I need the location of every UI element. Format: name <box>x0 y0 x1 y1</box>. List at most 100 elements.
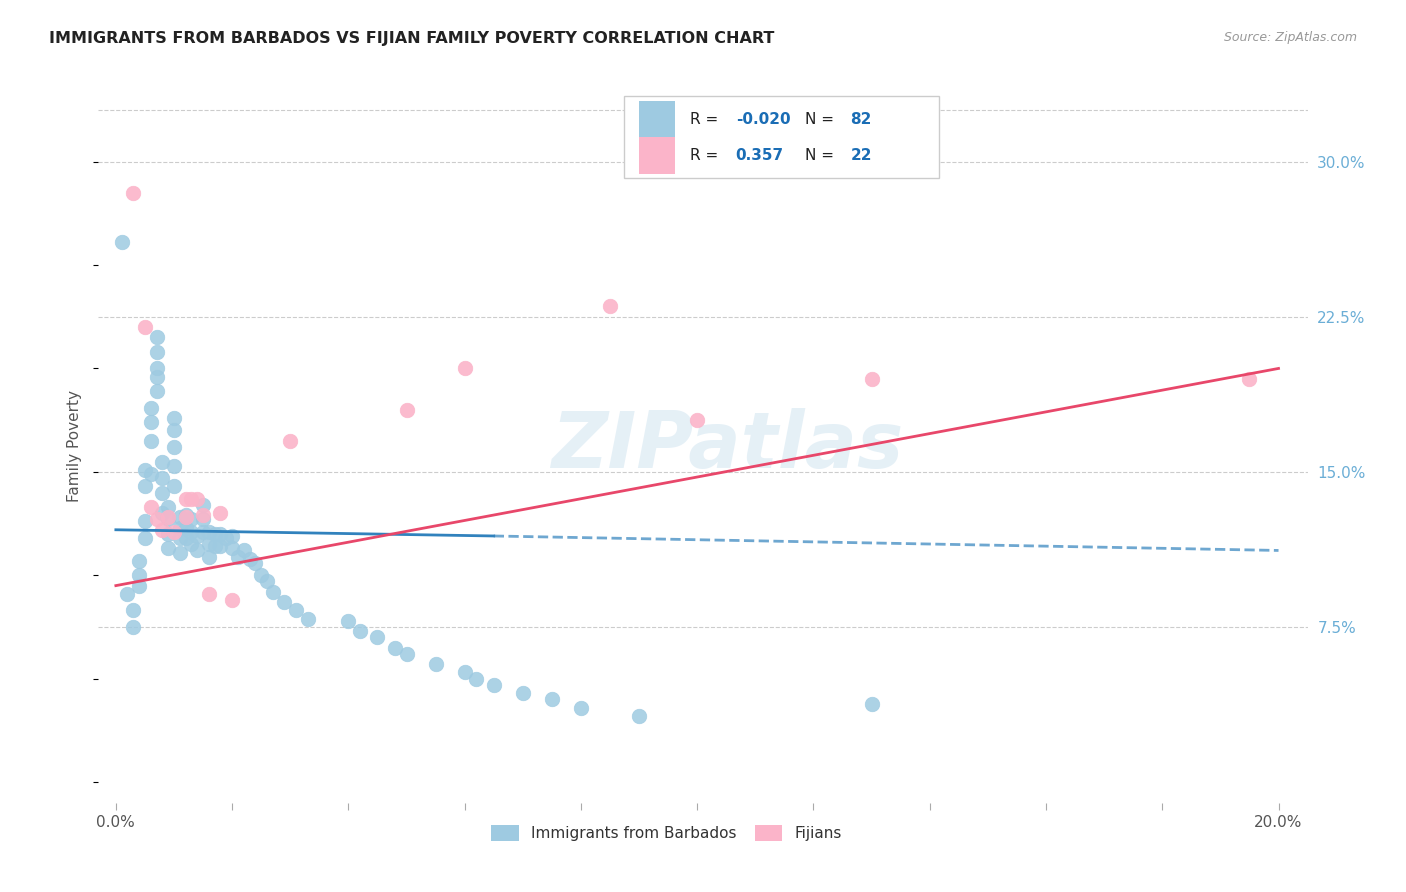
Point <box>157 512 180 526</box>
Point <box>134 531 156 545</box>
Point <box>256 574 278 589</box>
Point <box>180 491 202 506</box>
Text: 82: 82 <box>851 112 872 127</box>
Point <box>163 458 186 473</box>
Point <box>1239 372 1261 386</box>
Point <box>180 512 202 526</box>
Point <box>128 579 150 593</box>
Point <box>145 512 167 526</box>
Point <box>204 539 226 553</box>
Point <box>128 568 150 582</box>
Point <box>145 369 167 384</box>
Point <box>157 527 180 541</box>
Point <box>250 568 273 582</box>
Point <box>512 686 534 700</box>
Point <box>180 524 202 539</box>
Point <box>150 471 173 485</box>
Point <box>139 467 162 481</box>
Point <box>860 697 883 711</box>
Point <box>174 531 197 545</box>
Point <box>198 524 221 539</box>
Point <box>482 678 505 692</box>
Point <box>174 510 197 524</box>
Point <box>384 640 406 655</box>
Point <box>128 554 150 568</box>
Point <box>163 479 186 493</box>
Point <box>465 672 488 686</box>
Point <box>163 411 186 425</box>
Point <box>169 521 191 535</box>
Point <box>221 541 243 556</box>
Point <box>191 524 214 539</box>
Point <box>628 709 651 723</box>
Point <box>860 372 883 386</box>
Point <box>221 529 243 543</box>
Point <box>366 630 388 644</box>
Point <box>157 510 180 524</box>
Text: ZIPatlas: ZIPatlas <box>551 408 903 484</box>
Text: 22: 22 <box>851 148 872 163</box>
Point <box>180 537 202 551</box>
Point <box>163 524 186 539</box>
Point <box>169 531 191 545</box>
Point <box>163 424 186 438</box>
Point <box>198 537 221 551</box>
Text: IMMIGRANTS FROM BARBADOS VS FIJIAN FAMILY POVERTY CORRELATION CHART: IMMIGRANTS FROM BARBADOS VS FIJIAN FAMIL… <box>49 31 775 46</box>
Point <box>163 440 186 454</box>
Point <box>157 500 180 514</box>
Point <box>569 700 592 714</box>
Point <box>221 593 243 607</box>
Point <box>186 491 208 506</box>
Point <box>425 657 447 672</box>
Point <box>278 434 301 448</box>
Point <box>150 523 173 537</box>
Point <box>134 463 156 477</box>
Point <box>395 647 418 661</box>
Point <box>297 612 319 626</box>
Point <box>198 549 221 564</box>
Point <box>174 521 197 535</box>
Y-axis label: Family Poverty: Family Poverty <box>67 390 83 502</box>
Point <box>198 587 221 601</box>
FancyBboxPatch shape <box>638 136 675 174</box>
Point <box>145 330 167 344</box>
Point <box>337 614 360 628</box>
Point <box>134 479 156 493</box>
Text: R =: R = <box>690 112 723 127</box>
Point <box>262 584 284 599</box>
Point <box>273 595 295 609</box>
Point <box>139 500 162 514</box>
Point <box>232 543 254 558</box>
Point <box>239 551 262 566</box>
Legend: Immigrants from Barbados, Fijians: Immigrants from Barbados, Fijians <box>484 817 849 848</box>
Point <box>209 527 232 541</box>
Point <box>186 543 208 558</box>
Point <box>150 506 173 520</box>
Point <box>122 186 145 200</box>
Point <box>191 512 214 526</box>
Text: 0.357: 0.357 <box>735 148 783 163</box>
Point <box>169 510 191 524</box>
Point <box>453 361 475 376</box>
Point <box>145 361 167 376</box>
Text: N =: N = <box>804 112 838 127</box>
Point <box>139 401 162 415</box>
Point <box>174 508 197 523</box>
Point <box>145 344 167 359</box>
Point <box>169 545 191 559</box>
Point <box>134 515 156 529</box>
Point <box>245 556 267 570</box>
Text: -0.020: -0.020 <box>735 112 790 127</box>
Point <box>134 320 156 334</box>
Point <box>139 434 162 448</box>
FancyBboxPatch shape <box>638 101 675 138</box>
Point <box>111 235 134 250</box>
Point <box>145 384 167 399</box>
Point <box>191 498 214 512</box>
Point <box>215 531 238 545</box>
Point <box>150 485 173 500</box>
Point <box>122 603 145 617</box>
Point <box>226 549 249 564</box>
Point <box>209 539 232 553</box>
Point <box>285 603 308 617</box>
